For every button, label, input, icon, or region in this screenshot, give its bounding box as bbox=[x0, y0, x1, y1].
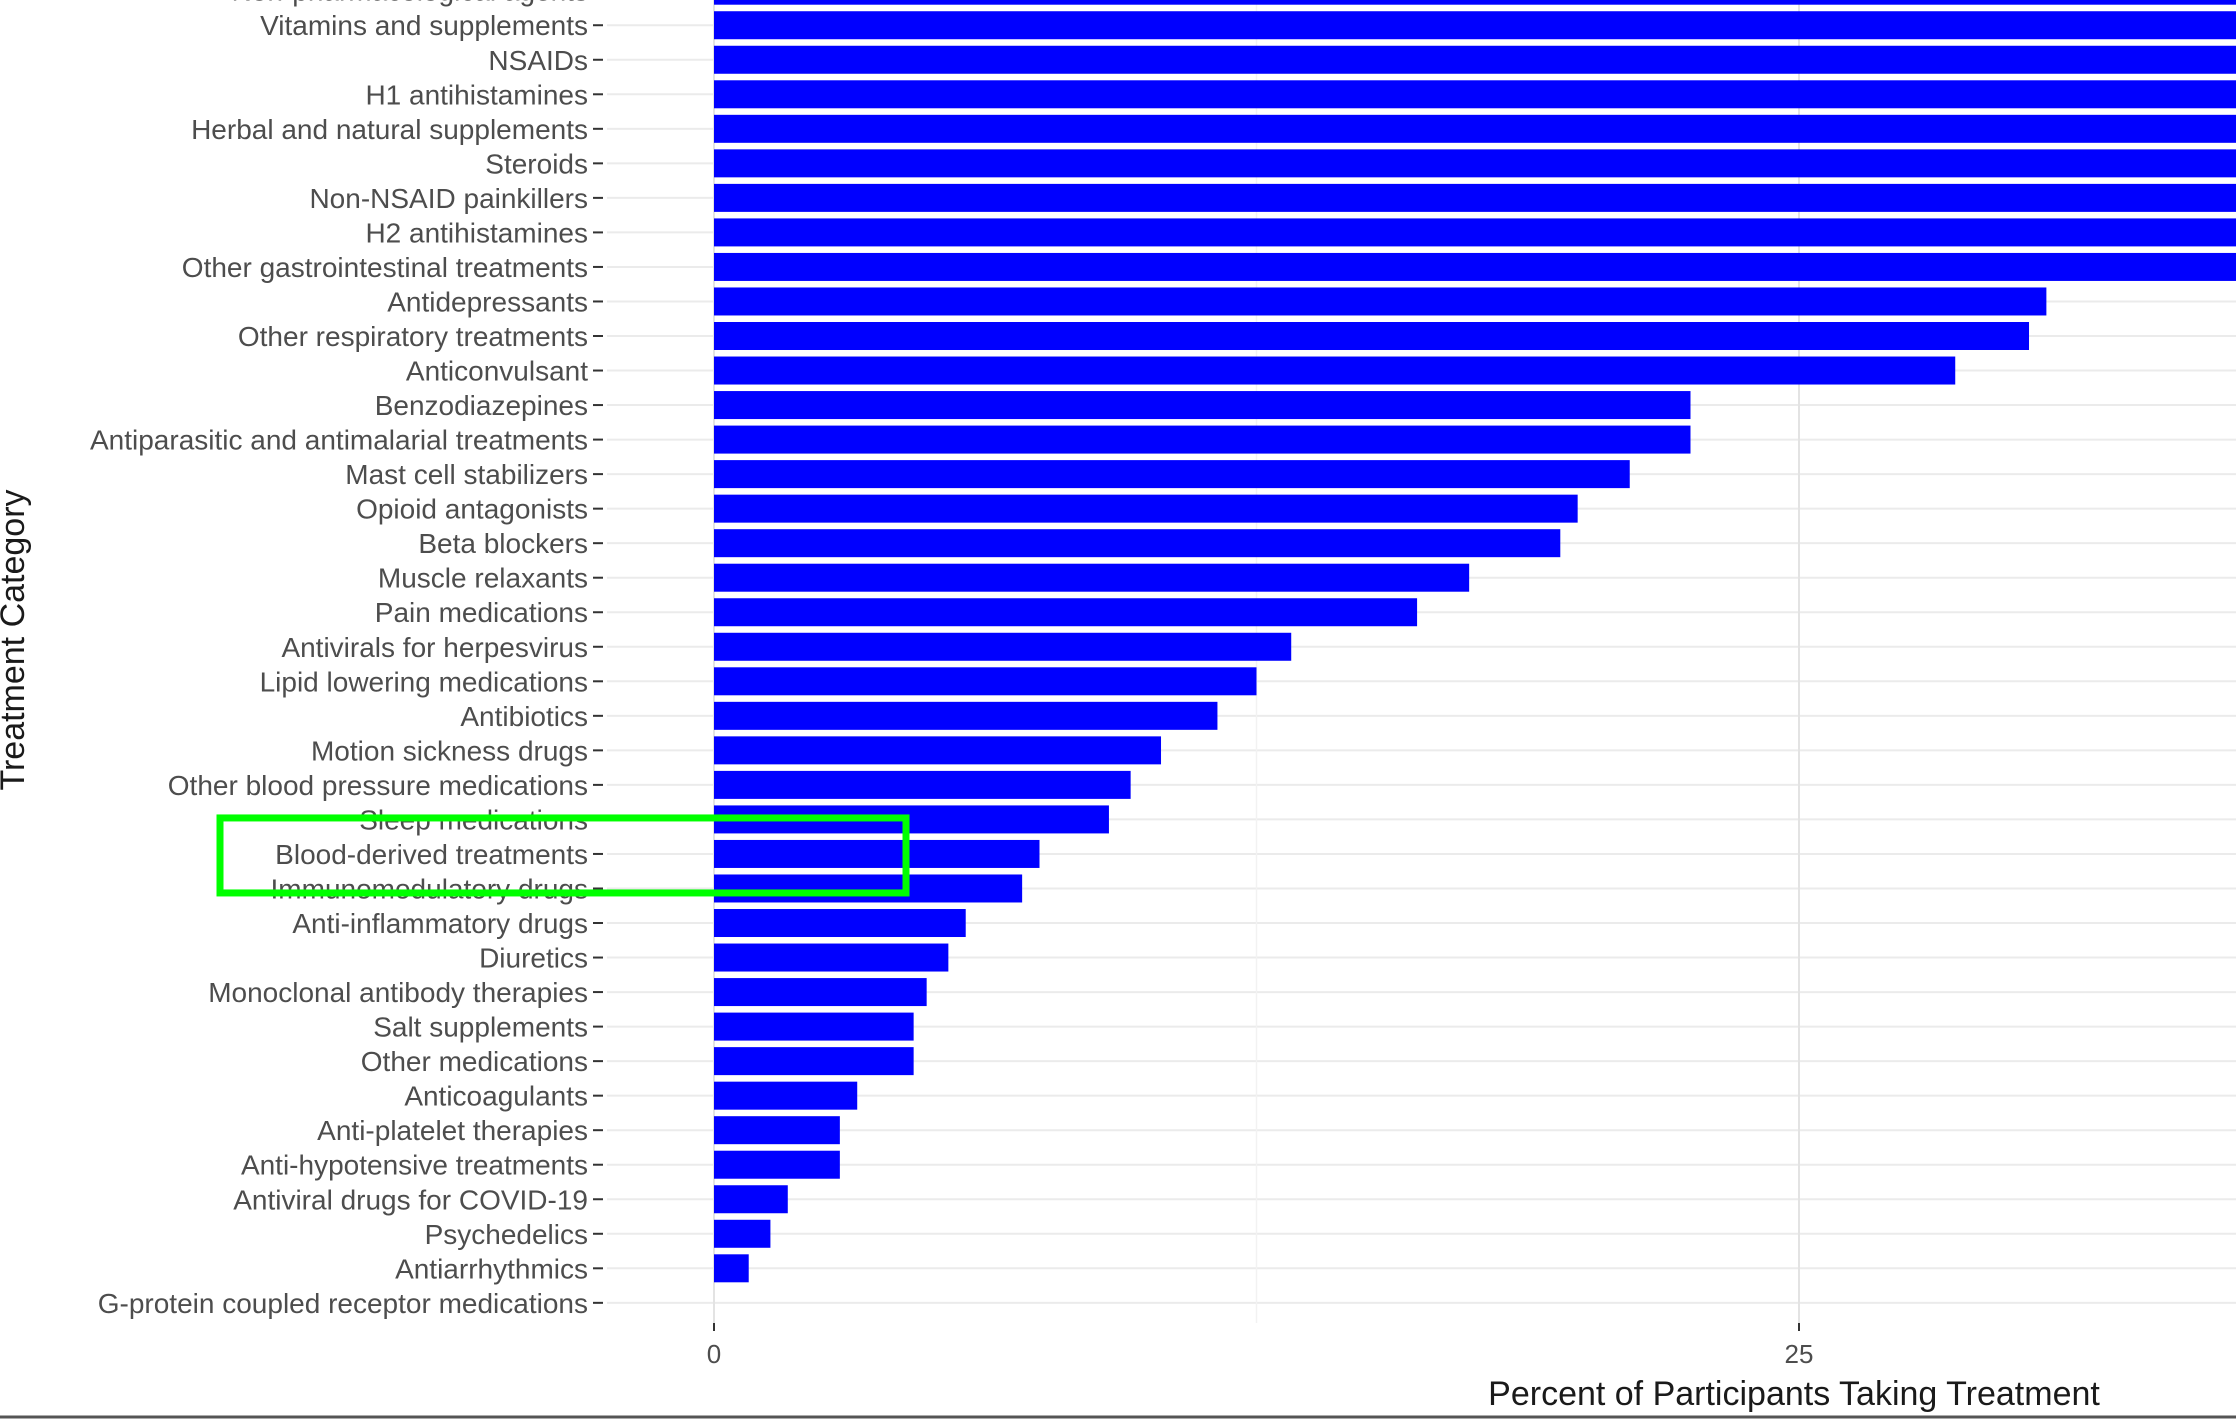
bar bbox=[714, 770, 1131, 799]
bar bbox=[714, 45, 2236, 74]
category-label: Other medications bbox=[361, 1046, 588, 1077]
bar bbox=[714, 529, 1561, 558]
bar bbox=[714, 1219, 771, 1248]
bar bbox=[714, 667, 1257, 696]
category-label: Lipid lowering medications bbox=[260, 666, 588, 697]
bar bbox=[714, 839, 1040, 868]
bar bbox=[714, 218, 2236, 247]
category-label: H2 antihistamines bbox=[365, 217, 588, 248]
category-label: Vitamins and supplements bbox=[260, 10, 588, 41]
bar bbox=[714, 1047, 914, 1076]
bar bbox=[714, 460, 1630, 489]
bar bbox=[714, 909, 966, 938]
bar bbox=[714, 1012, 914, 1041]
bar bbox=[714, 1116, 840, 1145]
bar bbox=[714, 322, 2030, 350]
x-tick-label: 0 bbox=[707, 1339, 721, 1369]
category-label: Anticonvulsant bbox=[406, 356, 588, 387]
x-tick-label: 25 bbox=[1785, 1339, 1814, 1369]
category-label: G-protein coupled receptor medications bbox=[98, 1288, 588, 1319]
category-label: Antiviral drugs for COVID-19 bbox=[233, 1184, 588, 1215]
bar bbox=[714, 978, 927, 1007]
bar bbox=[714, 183, 2236, 212]
category-label: Antiarrhythmics bbox=[395, 1253, 588, 1284]
category-label: Psychedelics bbox=[425, 1219, 588, 1250]
bar bbox=[714, 701, 1218, 730]
category-label: NSAIDs bbox=[488, 45, 588, 76]
bars bbox=[714, 0, 2236, 1283]
category-label: Salt supplements bbox=[373, 1012, 588, 1043]
bar bbox=[714, 287, 2047, 316]
bar bbox=[714, 1185, 788, 1214]
category-label: Benzodiazepines bbox=[375, 390, 588, 421]
bar bbox=[714, 1081, 858, 1110]
category-label: Steroids bbox=[485, 148, 588, 179]
category-label: H1 antihistamines bbox=[365, 79, 588, 110]
bar bbox=[714, 0, 2236, 5]
category-label: Herbal and natural supplements bbox=[191, 114, 588, 145]
category-labels: Non-pharmacological agents Vitamins and s… bbox=[90, 0, 603, 1319]
bar bbox=[714, 494, 1578, 523]
bar bbox=[714, 425, 1691, 454]
category-label: Opioid antagonists bbox=[356, 494, 588, 525]
category-label: Other respiratory treatments bbox=[238, 321, 588, 352]
category-label: Anti-hypotensive treatments bbox=[241, 1150, 588, 1181]
category-label: Beta blockers bbox=[418, 528, 588, 559]
category-label: Pain medications bbox=[375, 597, 588, 628]
category-label: Immunomodulatory drugs bbox=[271, 873, 588, 904]
x-axis-ticks: 02550 bbox=[707, 1323, 1814, 1369]
category-label: Anti-inflammatory drugs bbox=[292, 908, 588, 939]
category-label: Blood-derived treatments bbox=[275, 839, 588, 870]
x-axis-title: Percent of Participants Taking Treatment bbox=[1488, 1375, 2100, 1413]
bar bbox=[714, 80, 2236, 109]
bar bbox=[714, 1254, 749, 1283]
bar bbox=[714, 563, 1470, 592]
bar bbox=[714, 391, 1691, 420]
category-label: Anti-platelet therapies bbox=[317, 1115, 588, 1146]
bar bbox=[714, 1150, 840, 1179]
category-label: Antivirals for herpesvirus bbox=[281, 632, 588, 663]
bar bbox=[714, 736, 1162, 765]
category-label: Antibiotics bbox=[460, 701, 588, 732]
category-label: Non-pharmacological agents bbox=[232, 0, 588, 7]
category-label: Antiparasitic and antimalarial treatment… bbox=[90, 425, 588, 456]
category-label: Mast cell stabilizers bbox=[345, 459, 588, 490]
category-label: Muscle relaxants bbox=[378, 563, 588, 594]
bar bbox=[714, 874, 1023, 903]
bar bbox=[714, 943, 949, 972]
category-label: Non-NSAID painkillers bbox=[309, 183, 588, 214]
bar bbox=[714, 252, 2236, 281]
bar bbox=[714, 114, 2236, 143]
category-label: Antidepressants bbox=[387, 286, 588, 317]
bar bbox=[714, 11, 2236, 40]
category-label: Diuretics bbox=[479, 943, 588, 974]
bar bbox=[714, 356, 1956, 385]
bar bbox=[714, 632, 1292, 661]
category-label: Other gastrointestinal treatments bbox=[182, 252, 588, 283]
category-label: Monoclonal antibody therapies bbox=[208, 977, 588, 1008]
highlight-box bbox=[216, 814, 910, 897]
category-label: Motion sickness drugs bbox=[311, 735, 588, 766]
bar bbox=[714, 149, 2236, 178]
bar bbox=[714, 598, 1418, 627]
category-label: Anticoagulants bbox=[404, 1081, 588, 1112]
y-axis-title: Treatment Category bbox=[0, 489, 32, 790]
category-label: Other blood pressure medications bbox=[168, 770, 588, 801]
